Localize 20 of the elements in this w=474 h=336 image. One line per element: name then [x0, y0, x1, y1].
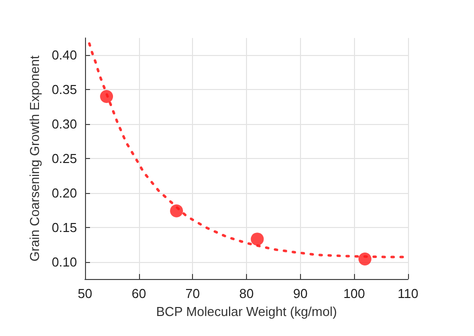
x-tick-label: 80 [239, 286, 254, 301]
y-tick-label: 0.35 [52, 82, 77, 98]
y-tick-label: 0.20 [52, 185, 77, 200]
y-tick-label: 0.15 [52, 220, 77, 235]
y-tick-label: 0.10 [52, 254, 77, 270]
x-tick-label: 70 [185, 286, 200, 301]
y-tick-label: 0.30 [52, 116, 77, 132]
x-tick-label: 50 [78, 286, 92, 301]
point [100, 90, 114, 104]
x-tick-label: 110 [398, 286, 418, 301]
point [170, 204, 184, 218]
x-axis-title: BCP Molecular Weight (kg/mol) [156, 304, 337, 319]
x-tick-label: 90 [293, 286, 308, 301]
y-tick-label: 0.40 [52, 48, 77, 63]
y-tick-label: 0.25 [52, 151, 77, 166]
x-tick-label: 60 [132, 286, 146, 301]
x-tick-label: 100 [343, 286, 366, 301]
y-axis-title: Grain Coarsening Growth Exponent [26, 55, 42, 262]
point [358, 252, 372, 266]
point [250, 232, 264, 246]
